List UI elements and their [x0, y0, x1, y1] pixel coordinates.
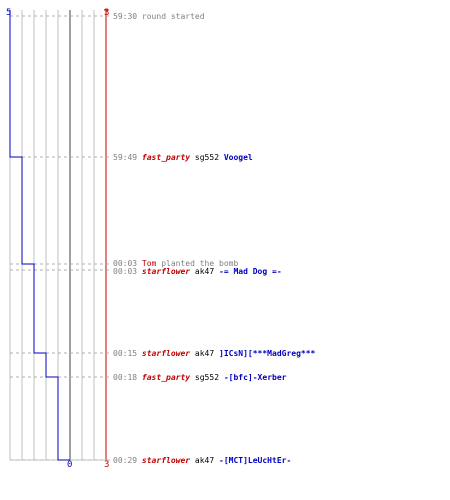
event-row: 00:15 starflower ak47 ]ICsN][***MadGreg*…: [113, 349, 315, 359]
event-time: 59:30: [113, 12, 138, 21]
event-time: 00:18: [113, 373, 138, 382]
event-time: 59:49: [113, 153, 138, 162]
event-victim: -= Mad Dog =-: [219, 267, 282, 276]
event-killer: starflower: [141, 267, 191, 276]
event-row: 00:03 starflower ak47 -= Mad Dog =-: [113, 267, 282, 277]
ct-end-count: 0: [67, 460, 73, 470]
event-victim: Voogel: [223, 153, 253, 162]
event-message: planted the bomb: [161, 259, 239, 268]
event-weapon: ak47: [194, 267, 215, 276]
event-row: 00:03 Tom planted the bomb: [113, 259, 238, 269]
event-row: 00:29 starflower ak47 -[MCT]LeUcHtEr-: [113, 456, 291, 466]
event-killer: starflower: [141, 456, 191, 465]
t-end-count: 3: [104, 460, 110, 470]
event-weapon: sg552: [194, 373, 220, 382]
event-row: 59:30 round started: [113, 12, 205, 22]
event-time: 00:15: [113, 349, 138, 358]
t-start-count: 3: [104, 8, 110, 18]
event-row: 59:49 fast_party sg552 Voogel: [113, 153, 253, 163]
event-weapon: ak47: [194, 456, 215, 465]
event-killer: starflower: [141, 349, 191, 358]
event-message: round started: [141, 12, 205, 21]
event-time: 00:03: [113, 259, 138, 268]
ct-start-count: 5: [6, 8, 12, 18]
event-time: 00:29: [113, 456, 138, 465]
event-victim: ]ICsN][***MadGreg***: [219, 349, 316, 358]
ct-alive-step-line: [9, 10, 70, 461]
event-victim: -[MCT]LeUcHtEr-: [219, 456, 292, 465]
event-victim: -[bfc]-Xerber: [223, 373, 287, 382]
event-killer: fast_party: [141, 153, 191, 162]
event-weapon: ak47: [194, 349, 215, 358]
event-killer: fast_party: [141, 373, 191, 382]
event-player: Tom: [141, 259, 157, 268]
event-time: 00:03: [113, 267, 138, 276]
event-weapon: sg552: [194, 153, 220, 162]
event-row: 00:18 fast_party sg552 -[bfc]-Xerber: [113, 373, 286, 383]
